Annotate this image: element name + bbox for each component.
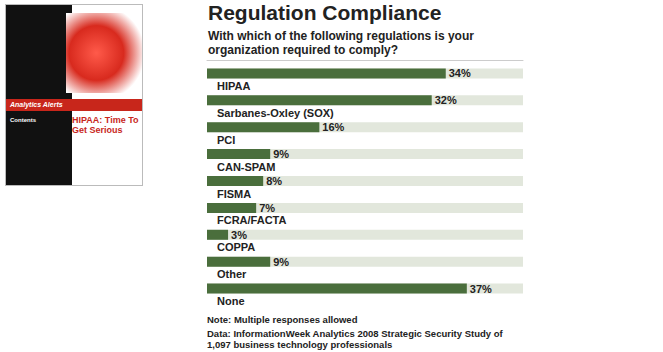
svg-text:FISMA: FISMA	[217, 188, 251, 200]
svg-text:16%: 16%	[322, 121, 344, 133]
svg-text:Sarbanes-Oxley (SOX): Sarbanes-Oxley (SOX)	[217, 107, 334, 119]
svg-text:3%: 3%	[231, 229, 247, 241]
html-text:Data: InformationWeek Analytic: Data: InformationWeek Analytics 2008 Str…	[207, 328, 503, 350]
svg-text:HIPAA: HIPAA	[217, 80, 250, 92]
svg-text:Regulation Compliance: Regulation Compliance	[208, 1, 441, 24]
svg-text:FCRA/FACTA: FCRA/FACTA	[217, 214, 287, 226]
svg-text:37%: 37%	[470, 283, 492, 295]
svg-text:7%: 7%	[259, 202, 275, 214]
html-text:Analytics Alerts: Analytics Alerts	[10, 101, 63, 108]
svg-text:9%: 9%	[273, 256, 289, 268]
svg-text:COPPA: COPPA	[217, 241, 255, 253]
html-text:Contents: Contents	[10, 117, 36, 123]
svg-text:CAN-SPAM: CAN-SPAM	[217, 161, 275, 173]
svg-text:organization required to compl: organization required to comply?	[208, 43, 398, 57]
html-text:Note: Multiple responses allow: Note: Multiple responses allowed	[207, 314, 358, 325]
svg-text:32%: 32%	[435, 94, 457, 106]
svg-text:9%: 9%	[273, 148, 289, 160]
svg-text:34%: 34%	[449, 67, 471, 79]
svg-text:None: None	[217, 295, 245, 307]
svg-text:Other: Other	[217, 268, 247, 280]
svg-text:8%: 8%	[266, 175, 282, 187]
html-text:HIPAA: Time To Get Serious: HIPAA: Time To Get Serious	[72, 115, 139, 135]
svg-text:PCI: PCI	[217, 134, 235, 146]
svg-text:With which of the following re: With which of the following regulations …	[208, 29, 477, 43]
